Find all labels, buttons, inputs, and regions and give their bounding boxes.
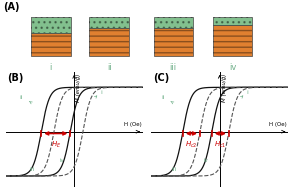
Text: ii: ii [19,95,23,100]
Text: iv: iv [203,158,208,163]
Text: $H_{c1}$: $H_{c1}$ [214,140,227,150]
Bar [90,16,129,28]
Bar [154,16,193,28]
Bar [31,16,70,33]
Text: M (emu/g): M (emu/g) [76,74,81,102]
Bar [213,16,252,25]
Text: (A): (A) [3,2,19,12]
Text: iii: iii [29,167,35,172]
Text: M (emu/g): M (emu/g) [222,74,227,102]
Bar [213,25,252,56]
Bar [154,28,193,56]
Text: (C): (C) [153,73,169,83]
Text: H (Oe): H (Oe) [269,122,287,127]
Bar [31,16,70,33]
Text: ii: ii [161,95,164,100]
Bar [31,33,70,56]
Bar [154,16,193,28]
Bar [90,28,129,56]
Text: iii: iii [170,63,177,72]
Text: i: i [100,90,102,95]
Text: ii: ii [107,63,111,72]
Text: iv: iv [229,63,237,72]
Text: (B): (B) [7,73,24,83]
Bar [90,28,129,56]
Bar [213,16,252,25]
Text: $H_E$: $H_E$ [51,140,61,150]
Text: i: i [50,63,52,72]
Text: H (Oe): H (Oe) [123,122,141,127]
Bar [90,16,129,28]
Text: iii: iii [171,167,176,172]
Bar [31,33,70,56]
Bar [213,25,252,56]
Bar [154,28,193,56]
Text: iv: iv [60,158,65,163]
Text: $H_{c2}$: $H_{c2}$ [185,140,198,150]
Text: i: i [246,90,248,95]
